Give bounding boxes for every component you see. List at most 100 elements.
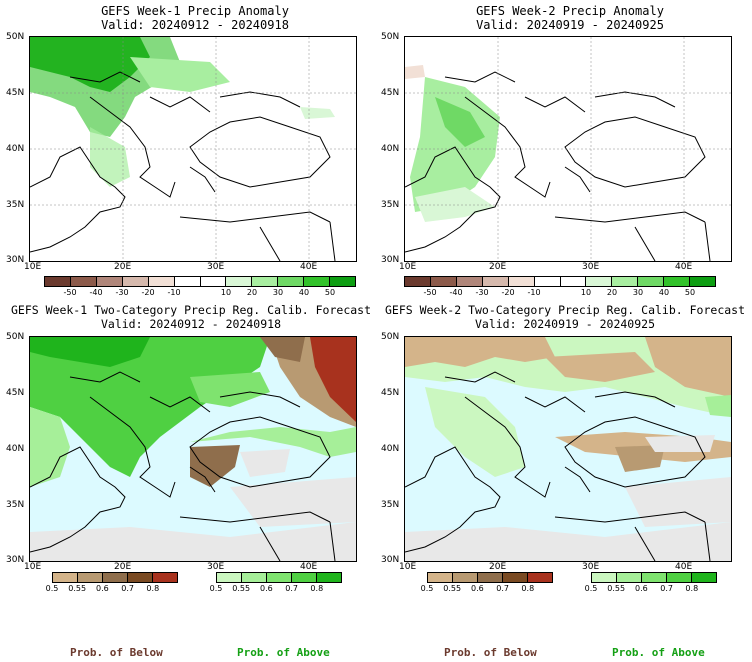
colorbar-swatch xyxy=(292,573,317,582)
colorbar-swatch xyxy=(617,573,642,582)
panel-title: GEFS Week-1 Two-Category Precip Reg. Cal… xyxy=(10,303,372,317)
anomaly-colorbar-labels: -50 -40 -30 -20 -10 10 20 30 40 50 xyxy=(44,288,356,298)
colorbar-tick-label: -20 xyxy=(501,288,515,297)
colorbar-swatch xyxy=(453,573,478,582)
colorbar-tick-label: -40 xyxy=(449,288,463,297)
lon-label: 40E xyxy=(675,262,693,272)
colorbar-tick-label: 0.6 xyxy=(260,584,273,593)
colorbar-tick-label: 0.55 xyxy=(443,584,462,593)
lat-label: 40N xyxy=(381,444,400,454)
colorbar-tick-label: 0.7 xyxy=(121,584,134,593)
colorbar-swatch xyxy=(638,277,665,286)
colorbar-tick-label: 0.55 xyxy=(68,584,87,593)
colorbar-swatch xyxy=(96,277,123,286)
colorbar-swatch xyxy=(534,277,561,286)
colorbar-swatch xyxy=(560,277,587,286)
colorbar-tick-label: 40 xyxy=(658,288,670,297)
below-colorbar xyxy=(52,572,178,583)
panel-valid-dates: Valid: 20240912 - 20240918 xyxy=(101,18,289,32)
lon-label: 20E xyxy=(114,562,132,572)
colorbar-swatch xyxy=(45,277,71,286)
colorbar-tick-label: 0.6 xyxy=(635,584,648,593)
colorbar-tick-label: 0.8 xyxy=(146,584,160,593)
footer-prob-above: Prob. of Above xyxy=(237,646,330,659)
colorbar-swatch xyxy=(430,277,457,286)
colorbar-tick-label: 0.7 xyxy=(660,584,673,593)
colorbar-tick-label: 20 xyxy=(246,288,258,297)
lon-label: 10E xyxy=(399,562,417,572)
colorbar-swatch xyxy=(226,277,253,286)
colorbar-swatch xyxy=(503,573,528,582)
lat-label: 45N xyxy=(6,88,25,98)
colorbar-swatch xyxy=(586,277,613,286)
map-frame xyxy=(404,36,732,262)
footer-prob-below: Prob. of Below xyxy=(444,646,537,659)
lon-label: 40E xyxy=(675,562,693,572)
anomaly-colorbar xyxy=(44,276,356,287)
lat-label: 35N xyxy=(6,200,25,210)
colorbar-tick-label: -10 xyxy=(167,288,181,297)
colorbar-swatch xyxy=(456,277,483,286)
below-colorbar-labels: 0.5 0.55 0.6 0.7 0.8 xyxy=(46,584,178,594)
lat-label: 40N xyxy=(6,444,25,454)
lat-label: 40N xyxy=(381,144,400,154)
colorbar-tick-label: 40 xyxy=(298,288,310,297)
lon-label: 20E xyxy=(489,562,507,572)
anomaly-colorbar-labels: -50 -40 -30 -20 -10 10 20 30 40 50 xyxy=(404,288,716,298)
lat-label: 45N xyxy=(381,388,400,398)
colorbar-tick-label: 0.5 xyxy=(420,584,434,593)
above-colorbar-labels: 0.5 0.55 0.6 0.7 0.8 xyxy=(210,584,342,594)
anomaly-map xyxy=(30,37,356,261)
below-colorbar xyxy=(427,572,553,583)
colorbar-tick-label: -30 xyxy=(475,288,489,297)
colorbar-tick-label: 0.5 xyxy=(209,584,223,593)
colorbar-swatch xyxy=(267,573,292,582)
colorbar-tick-label: -10 xyxy=(527,288,541,297)
colorbar-swatch xyxy=(148,277,175,286)
lat-label: 40N xyxy=(6,144,25,154)
colorbar-tick-label: 0.6 xyxy=(96,584,109,593)
panel-title: GEFS Week-2 Precip Anomaly xyxy=(476,4,664,18)
colorbar-tick-label: 20 xyxy=(606,288,618,297)
colorbar-tick-label: 0.7 xyxy=(496,584,509,593)
colorbar-tick-label: 0.55 xyxy=(232,584,251,593)
lon-label: 30E xyxy=(207,562,225,572)
panel-valid-dates: Valid: 20240919 - 20240925 xyxy=(476,18,664,32)
colorbar-swatch xyxy=(278,277,305,286)
above-colorbar xyxy=(591,572,717,583)
colorbar-swatch xyxy=(153,573,177,582)
colorbar-swatch xyxy=(252,277,279,286)
colorbar-tick-label: 0.8 xyxy=(310,584,324,593)
panel-valid-dates: Valid: 20240912 - 20240918 xyxy=(100,317,281,331)
lat-label: 30N xyxy=(6,555,25,565)
above-colorbar xyxy=(216,572,342,583)
lon-label: 20E xyxy=(114,262,132,272)
above-colorbar-labels: 0.5 0.55 0.6 0.7 0.8 xyxy=(585,584,717,594)
colorbar-swatch xyxy=(103,573,128,582)
colorbar-tick-label: 0.6 xyxy=(471,584,484,593)
colorbar-tick-label: 0.5 xyxy=(45,584,59,593)
colorbar-swatch xyxy=(664,277,691,286)
lon-label: 10E xyxy=(399,262,417,272)
colorbar-tick-label: -40 xyxy=(89,288,103,297)
anomaly-colorbar xyxy=(404,276,716,287)
lon-label: 40E xyxy=(300,262,318,272)
colorbar-tick-label: 10 xyxy=(220,288,232,297)
colorbar-swatch xyxy=(592,573,617,582)
colorbar-tick-label: 0.5 xyxy=(584,584,598,593)
lon-label: 10E xyxy=(24,262,42,272)
probability-map xyxy=(30,337,356,561)
colorbar-swatch xyxy=(174,277,201,286)
lat-label: 35N xyxy=(6,500,25,510)
colorbar-swatch xyxy=(692,573,716,582)
colorbar-swatch xyxy=(70,277,97,286)
colorbar-tick-label: -50 xyxy=(63,288,77,297)
colorbar-swatch xyxy=(304,277,331,286)
lat-label: 35N xyxy=(381,200,400,210)
map-frame xyxy=(29,336,357,562)
below-colorbar-labels: 0.5 0.55 0.6 0.7 0.8 xyxy=(421,584,553,594)
lat-label: 50N xyxy=(6,332,25,342)
colorbar-tick-label: 50 xyxy=(684,288,696,297)
colorbar-swatch xyxy=(53,573,78,582)
panel-valid-dates: Valid: 20240919 - 20240925 xyxy=(474,317,655,331)
